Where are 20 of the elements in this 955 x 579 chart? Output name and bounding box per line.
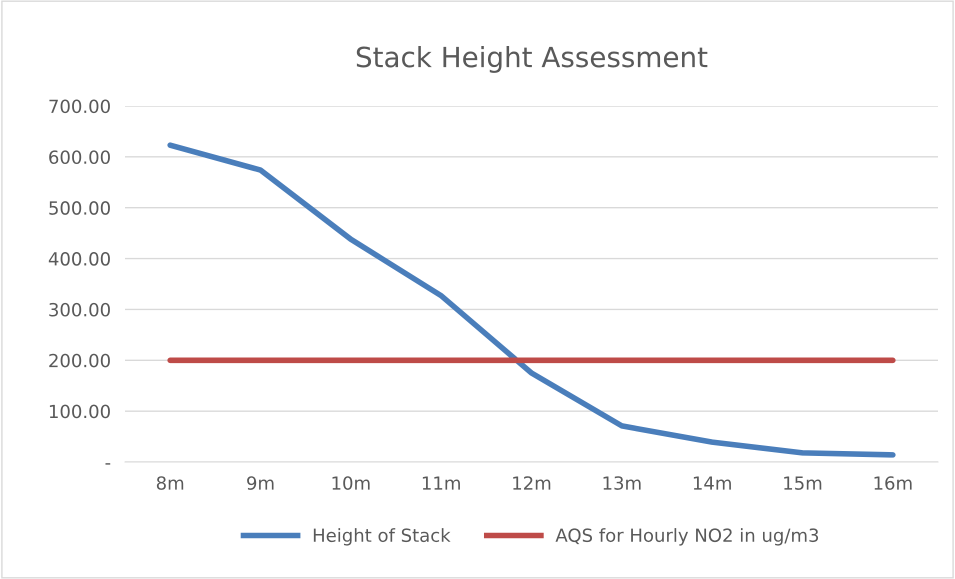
y-tick-label: 700.00	[49, 99, 110, 114]
y-tick-label: 300.00	[49, 302, 110, 317]
x-tick-label: 9m	[247, 476, 274, 490]
x-tick-label: 15m	[784, 476, 822, 490]
x-tick-label: 10m	[332, 476, 370, 490]
y-tick-label: 100.00	[50, 404, 110, 418]
x-tick-label: 12m	[513, 476, 550, 490]
legend-label: Height of Stack	[314, 528, 451, 546]
y-tick-label: -	[105, 463, 110, 465]
x-tick-label: 16m	[874, 476, 912, 490]
x-tick-label: 8m	[156, 476, 184, 490]
y-tick-label: 500.00	[49, 201, 110, 215]
legend-label: AQS for Hourly NO2 in ug/m3	[556, 528, 818, 546]
y-tick-label: 400.00	[48, 252, 110, 266]
chart-title: Stack Height Assessment	[356, 46, 708, 73]
x-tick-label: 11m	[422, 476, 460, 490]
y-tick-label: 200.00	[49, 354, 110, 368]
x-tick-label: 13m	[604, 476, 641, 490]
y-tick-label: 600.00	[49, 150, 110, 164]
x-tick-label: 14m	[694, 476, 731, 490]
